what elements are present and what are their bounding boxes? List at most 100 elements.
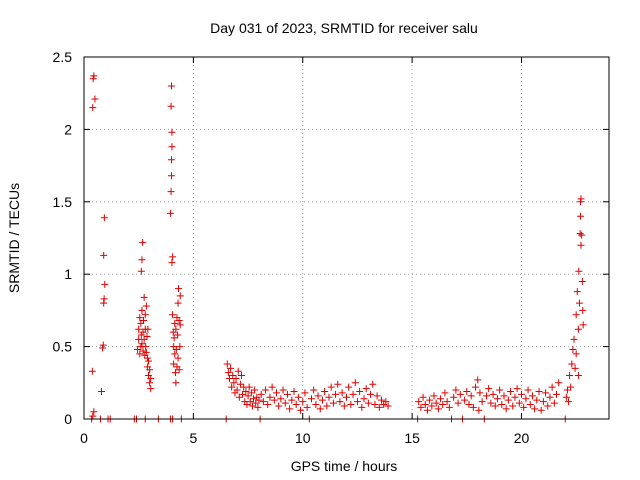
data-point — [99, 344, 107, 352]
x-tick-label: 10 — [295, 430, 311, 446]
data-point — [345, 383, 353, 391]
data-point — [147, 385, 155, 393]
data-point — [474, 376, 482, 384]
data-point — [142, 302, 150, 310]
x-tick-label: 15 — [404, 430, 420, 446]
data-point — [91, 95, 99, 103]
data-point — [528, 392, 536, 400]
y-tick-label: 2.5 — [53, 49, 73, 65]
data-point — [456, 390, 464, 398]
data-point — [138, 256, 146, 264]
data-point — [170, 360, 178, 368]
data-point — [247, 389, 255, 397]
data-point — [434, 405, 442, 413]
data-point — [445, 403, 453, 411]
data-point — [168, 143, 176, 151]
data-point — [450, 393, 458, 401]
data-point — [228, 383, 236, 391]
data-point — [99, 341, 107, 349]
data-point — [301, 389, 309, 397]
data-point — [229, 372, 237, 380]
data-point — [167, 188, 175, 196]
data-point — [562, 393, 570, 401]
data-point — [175, 366, 183, 374]
x-tick-label: 20 — [514, 430, 530, 446]
data-point — [321, 387, 329, 395]
data-point — [573, 288, 581, 296]
data-point — [140, 335, 148, 343]
data-point — [223, 360, 231, 368]
data-point — [570, 335, 578, 343]
data-point — [432, 399, 440, 407]
data-point — [314, 392, 322, 400]
data-point — [537, 406, 545, 414]
data-point — [145, 357, 153, 365]
data-point — [175, 285, 182, 293]
data-point — [174, 299, 182, 307]
data-point — [308, 395, 315, 403]
data-point — [141, 311, 149, 319]
data-point — [367, 390, 375, 398]
data-point — [146, 379, 154, 387]
data-point — [142, 343, 150, 351]
data-point — [483, 392, 490, 400]
data-point — [90, 72, 98, 80]
data-point — [251, 386, 259, 394]
data-point — [252, 399, 260, 407]
data-point — [144, 325, 152, 333]
data-point — [373, 392, 381, 400]
data-point — [340, 402, 348, 410]
data-point — [172, 379, 180, 387]
data-point — [135, 325, 143, 333]
data-point — [170, 334, 178, 342]
data-point — [487, 399, 495, 407]
data-point — [147, 374, 155, 382]
data-point — [476, 389, 484, 397]
data-point — [439, 401, 447, 409]
data-point — [578, 231, 586, 239]
axis-ticks: 0 5 10 15 20 0 0.5 1 1.5 2 2.5 — [53, 49, 609, 446]
data-point — [312, 401, 320, 409]
data-point — [338, 389, 346, 397]
data-point — [419, 393, 427, 401]
data-point — [257, 390, 265, 398]
data-point — [566, 372, 574, 380]
data-point — [498, 401, 506, 409]
data-point — [234, 367, 242, 375]
data-point — [574, 372, 582, 380]
data-point — [472, 383, 480, 391]
data-point — [232, 374, 240, 382]
x-axis-label: GPS time / hours — [291, 458, 398, 474]
data-point — [491, 402, 499, 410]
data-point — [316, 405, 324, 413]
data-point — [172, 325, 180, 333]
data-point — [563, 386, 571, 394]
data-point — [248, 402, 256, 410]
data-point — [277, 395, 285, 403]
data-point — [465, 401, 473, 409]
data-point — [334, 380, 342, 388]
data-point — [569, 345, 577, 353]
data-point — [246, 398, 254, 406]
data-point — [382, 398, 390, 406]
data-point — [513, 385, 521, 393]
data-point — [175, 317, 183, 325]
data-point — [89, 104, 97, 112]
data-point — [143, 332, 151, 340]
data-point — [168, 156, 175, 164]
data-point — [290, 387, 298, 395]
data-point — [146, 366, 154, 374]
data-point — [139, 347, 147, 355]
data-point — [469, 403, 477, 411]
data-point — [504, 396, 512, 404]
data-point — [327, 383, 335, 391]
data-point — [502, 405, 510, 413]
data-point — [575, 267, 583, 275]
data-point — [286, 405, 294, 413]
data-point — [310, 386, 318, 394]
data-point — [555, 379, 563, 387]
data-point — [415, 398, 423, 406]
data-point — [225, 374, 233, 382]
x-tick-label: 5 — [189, 430, 197, 446]
